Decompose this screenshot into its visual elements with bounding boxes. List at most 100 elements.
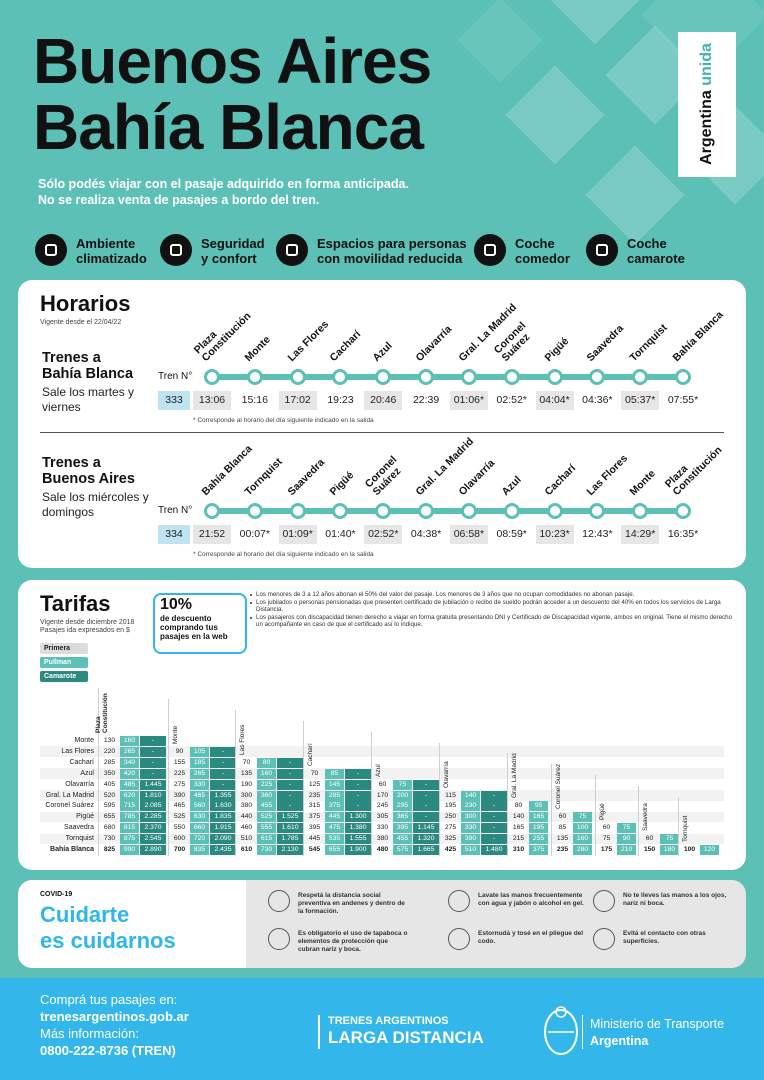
fare: 720	[190, 834, 209, 845]
fare: 280	[573, 845, 592, 855]
trip-days-line: Sale los miércoles y	[42, 490, 149, 504]
fare: 85	[558, 824, 567, 832]
fare: 160	[120, 736, 139, 746]
station-dot	[632, 369, 649, 385]
fare: 630	[190, 812, 209, 823]
fare: 485	[120, 779, 139, 790]
fare: 190	[240, 780, 253, 788]
fare: 730	[257, 845, 276, 855]
subtitle-line: No se realiza venta de pasajes a bordo d…	[38, 193, 320, 207]
fare: 510	[240, 835, 253, 843]
fare: 460	[240, 824, 253, 832]
schedule-valid: Vigente desde el 22/04/22	[40, 319, 122, 326]
tip-icon	[448, 890, 470, 912]
fares-title: Tarifas	[40, 591, 111, 616]
tip-icon	[268, 890, 290, 912]
fare: 2.090	[210, 834, 236, 845]
fare: 100	[573, 823, 592, 834]
fare: 265	[190, 768, 209, 779]
time-box	[449, 391, 488, 410]
fare: 545	[308, 846, 321, 853]
trip-heading-line: Trenes a	[42, 455, 101, 471]
feature-label-line: Seguridad	[201, 236, 265, 251]
origin-name: Coronel Suárez	[555, 764, 562, 809]
destination: Las Flores	[61, 747, 94, 755]
fare: 1.900	[345, 845, 371, 855]
fare: 1.145	[413, 823, 439, 834]
fare: -	[413, 790, 439, 801]
fare: 1.915	[210, 823, 236, 834]
column-rule	[98, 688, 99, 856]
fare: -	[481, 812, 507, 823]
fare: 140	[512, 813, 525, 821]
fare: 90	[175, 747, 184, 755]
fare: 330	[190, 779, 209, 790]
fare: 195	[529, 823, 548, 834]
column-rule	[507, 753, 508, 856]
trip-heading-line: Bahía Blanca	[42, 366, 134, 382]
fare: 425	[444, 846, 457, 853]
fare: 200	[393, 790, 412, 801]
time: 16:35*	[667, 528, 699, 540]
fare: 160	[257, 768, 276, 779]
time-box	[621, 525, 660, 544]
fare: 265	[120, 746, 139, 757]
feature-icon	[586, 234, 618, 266]
ministry-emblem	[544, 1006, 578, 1055]
fare: 1.630	[210, 801, 236, 812]
fare: 680	[103, 824, 116, 832]
time: 04:04*	[539, 394, 570, 406]
origin-name-line: Saavedra	[642, 803, 649, 832]
trip-heading-line: Buenos Aires	[42, 471, 135, 487]
fare: 85	[325, 768, 344, 779]
fare: 250	[444, 813, 457, 821]
footer	[0, 978, 764, 1080]
rail-line	[212, 508, 683, 514]
class-legend: Primera	[40, 643, 88, 654]
fare: 655	[103, 813, 116, 821]
fare: 315	[308, 802, 321, 810]
fare: -	[413, 801, 439, 812]
station-dot	[246, 369, 263, 385]
fare: 245	[376, 802, 389, 810]
time: 22:39	[412, 394, 440, 406]
fare-note: Los jubilados o personas pensionadas que…	[250, 599, 740, 614]
fare: 475	[325, 823, 344, 834]
fare: 815	[120, 823, 139, 834]
tip-icon	[593, 928, 615, 950]
fare: 555	[257, 823, 276, 834]
fares-valid: Vigente desde diciembre 2018	[40, 619, 135, 626]
fare: 700	[173, 846, 186, 853]
buy-label: Comprá tus pasajes en:	[40, 992, 178, 1007]
fare: 230	[461, 801, 480, 812]
time: 01:09*	[282, 528, 313, 540]
trip-heading: Trenes a Bahía Blanca	[42, 350, 133, 382]
trip-note: * Corresponde al horario del día siguien…	[193, 417, 374, 424]
station-dot	[503, 369, 520, 385]
station-dot	[589, 369, 606, 385]
tip-text: Estornudá y tosé en el pliegue del codo.	[478, 930, 584, 945]
fare: 1.380	[345, 823, 371, 834]
fare: 535	[325, 834, 344, 845]
feature-icon	[35, 234, 67, 266]
train-number: 333	[165, 394, 183, 406]
brand-line: LARGA DISTANCIA	[328, 1028, 484, 1047]
column-rule	[595, 775, 596, 856]
time: 08:59*	[496, 528, 527, 540]
discount-text: de descuento comprando tus pasajes en la…	[160, 614, 228, 641]
fare: 375	[308, 813, 321, 821]
fare: -	[140, 746, 166, 757]
fare: 2.545	[140, 834, 166, 845]
fare: 600	[173, 835, 186, 843]
origin-name-line: Pigüé	[599, 803, 606, 821]
fare-note: Los menores de 3 a 12 años abonan el 50%…	[250, 591, 740, 599]
fare: 1.665	[413, 845, 439, 855]
destination: Coronel Suárez	[45, 802, 94, 810]
station-dot	[375, 503, 392, 519]
fare: 520	[103, 791, 116, 799]
tip-icon	[448, 928, 470, 950]
train-number: 334	[165, 528, 183, 540]
fare: 550	[173, 824, 186, 832]
station-dot	[460, 503, 477, 519]
